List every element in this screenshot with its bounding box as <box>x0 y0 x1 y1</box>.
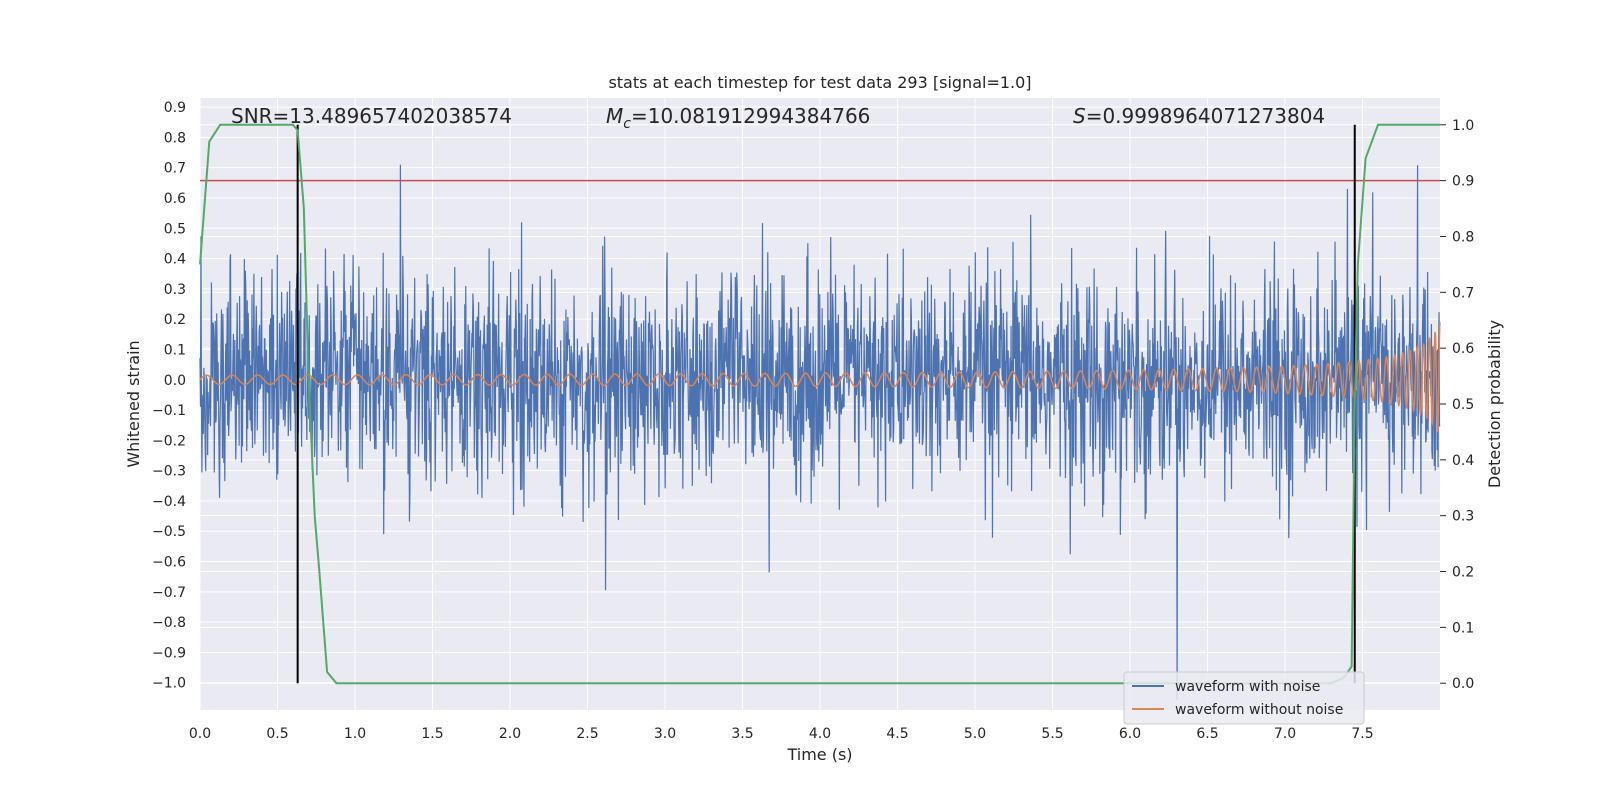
x-tick-label: 7.0 <box>1274 726 1296 742</box>
x-tick-label: 4.0 <box>809 726 831 742</box>
x-axis-ticks: 0.0 0.5 1.0 1.5 2.0 2.5 3.0 3.5 4.0 4.5 5.0 5.5 6.0 6… <box>189 726 1374 742</box>
x-tick-label: 4.5 <box>886 726 908 742</box>
y2-tick-label: 0.9 <box>1452 174 1474 190</box>
y2-axis-ticks: 1.0 0.9 0.8 0.7 0.6 0.5 0.4 0.3 0.2 0.1 0.0 <box>1440 118 1474 692</box>
y-tick-label: −0.4 <box>152 494 186 510</box>
y-axis-label: Whitened strain <box>124 340 143 467</box>
y-tick-label: −0.5 <box>152 524 186 540</box>
y-tick-label: −1.0 <box>152 676 186 692</box>
snr-annotation: SNR=13.489657402038574 <box>231 104 512 128</box>
x-tick-label: 2.5 <box>576 726 598 742</box>
legend: waveform with noise waveform without noi… <box>1123 671 1365 725</box>
x-tick-label: 2.0 <box>499 726 521 742</box>
y-tick-label: 0.4 <box>164 252 186 268</box>
y2-tick-label: 0.6 <box>1452 341 1474 357</box>
score-annotation: S=0.9998964071273804 <box>1073 104 1325 128</box>
x-tick-label: 0.0 <box>189 726 211 742</box>
x-tick-label: 1.5 <box>421 726 443 742</box>
x-tick-label: 6.5 <box>1196 726 1218 742</box>
y-tick-label: −0.1 <box>152 403 186 419</box>
y-tick-label: 0.2 <box>164 312 186 328</box>
legend-box <box>1123 671 1365 725</box>
chirp-mass-annotation: Mc=10.081912994384766 <box>606 104 870 132</box>
y2-tick-label: 1.0 <box>1452 118 1474 134</box>
y-tick-label: 0.0 <box>164 373 186 389</box>
y-axis-ticks: 0.9 0.8 0.7 0.6 0.5 0.4 0.3 0.2 0.1 0.0 −0.1 −0.2 −0… <box>152 100 186 692</box>
x-tick-label: 7.5 <box>1351 726 1373 742</box>
x-tick-label: 5.0 <box>964 726 986 742</box>
y2-tick-label: 0.5 <box>1452 397 1474 413</box>
series-line-detection-probability <box>199 123 1440 685</box>
y-tick-label: −0.9 <box>152 645 186 661</box>
legend-label-waveform-with-noise: waveform with noise <box>1175 679 1320 695</box>
y-tick-label: 0.8 <box>164 130 186 146</box>
y-tick-label: 0.9 <box>164 100 186 116</box>
y2-tick-label: 0.2 <box>1452 565 1474 581</box>
y-tick-label: 0.6 <box>164 191 186 207</box>
y-tick-label: 0.1 <box>164 342 186 358</box>
y2-axis-label: Detection probability <box>1485 320 1504 488</box>
x-tick-label: 1.0 <box>344 726 366 742</box>
y-tick-label: −0.8 <box>152 615 186 631</box>
y2-tick-label: 0.7 <box>1452 285 1474 301</box>
y2-tick-label: 0.3 <box>1452 509 1474 525</box>
y-tick-label: 0.5 <box>164 221 186 237</box>
chart-title: stats at each timestep for test data 293… <box>608 73 1031 92</box>
legend-label-waveform-without-noise: waveform without noise <box>1175 702 1343 718</box>
series-line-waveform-without-noise <box>199 322 1441 433</box>
y-tick-label: 0.7 <box>164 161 186 177</box>
y-tick-label: −0.2 <box>152 433 186 449</box>
x-tick-label: 0.5 <box>266 726 288 742</box>
x-tick-label: 3.5 <box>731 726 753 742</box>
y2-tick-label: 0.8 <box>1452 229 1474 245</box>
y2-tick-label: 0.0 <box>1452 676 1474 692</box>
y-tick-label: −0.3 <box>152 464 186 480</box>
series-line-waveform-with-noise <box>199 164 1441 700</box>
x-tick-label: 6.0 <box>1119 726 1141 742</box>
y-tick-label: 0.3 <box>164 282 186 298</box>
y2-tick-label: 0.4 <box>1452 453 1474 469</box>
x-axis-label: Time (s) <box>786 745 852 764</box>
x-tick-label: 3.0 <box>654 726 676 742</box>
series-layer <box>199 123 1441 700</box>
x-tick-label: 5.5 <box>1041 726 1063 742</box>
y-tick-label: −0.6 <box>152 555 186 571</box>
y-tick-label: −0.7 <box>152 585 186 601</box>
y2-tick-label: 0.1 <box>1452 620 1474 636</box>
